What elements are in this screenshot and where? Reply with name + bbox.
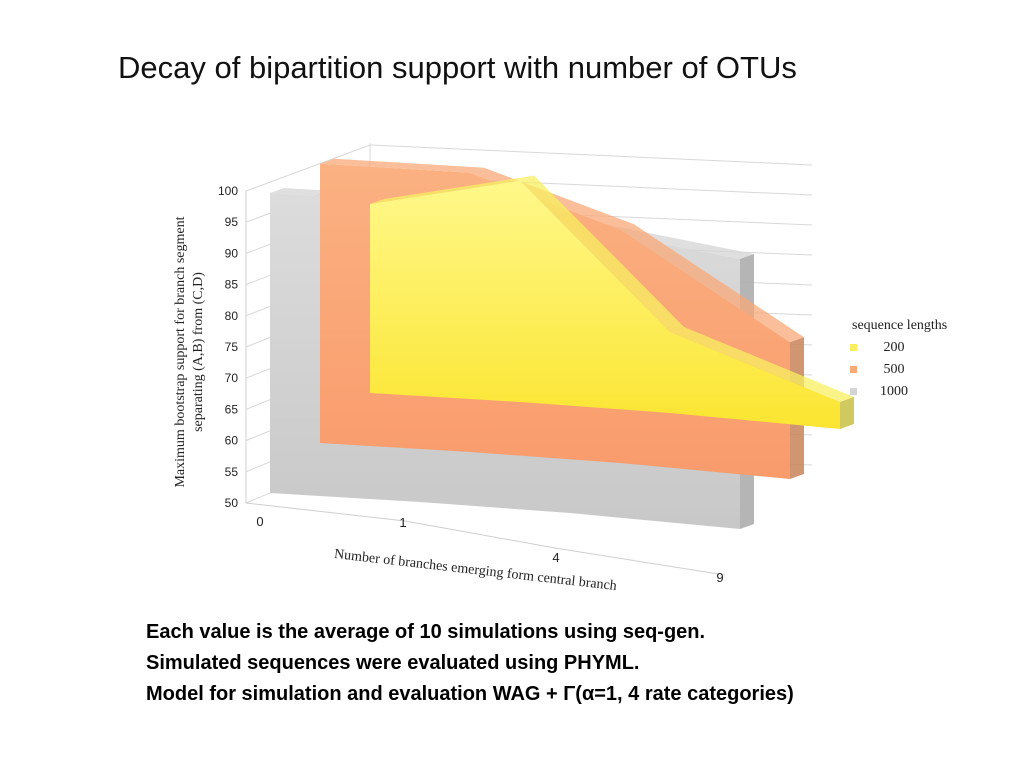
floor-front-edge: [245, 502, 726, 576]
x-tick-label: 4: [552, 550, 559, 565]
legend-swatch-200: [850, 344, 857, 351]
legend-swatch-500: [850, 366, 857, 373]
y-tick-label: 70: [225, 371, 239, 385]
footnote-line-1: Each value is the average of 10 simulati…: [146, 621, 706, 643]
series-side-face: [840, 397, 854, 429]
series-top-face: [620, 224, 804, 343]
series-top-face: [670, 327, 854, 402]
y-tick-label: 85: [225, 278, 239, 292]
y-tick-label: 80: [225, 309, 239, 323]
y-tick-label: 100: [218, 184, 238, 198]
legend-swatch-1000: [850, 388, 857, 395]
footnote-line-3: Model for simulation and evaluation WAG …: [146, 683, 794, 705]
series-top-face: [520, 175, 684, 332]
series-front-face: [370, 180, 840, 429]
legend-label-200: 200: [884, 340, 905, 355]
x-tick-label: 9: [716, 570, 723, 585]
series-top-face: [320, 158, 484, 173]
x-axis-label: Number of branches emerging form central…: [333, 547, 617, 594]
y-tick-label: 55: [225, 465, 239, 479]
y-tick-label: 65: [225, 402, 239, 416]
series-200: [370, 175, 854, 429]
y-tick-label: 90: [225, 246, 239, 260]
y-tick-label: 75: [225, 340, 239, 354]
legend-label-1000: 1000: [880, 384, 908, 399]
y-axis-label-line: Maximum bootstrap support for branch seg…: [173, 216, 188, 487]
legend: sequence lengths 200 500 1000: [850, 318, 947, 399]
y-tick-label: 95: [225, 215, 239, 229]
x-tick-label: 0: [256, 514, 263, 529]
y-axis-label-line: separating (A,B) from (C,D): [191, 272, 206, 432]
footnote-line-2: Simulated sequences were evaluated using…: [146, 652, 640, 674]
series-layer: [270, 158, 854, 529]
footnotes: Each value is the average of 10 simulati…: [146, 617, 794, 710]
x-tick-label: 1: [399, 515, 406, 530]
series-top-face: [370, 175, 534, 204]
y-tick-label: 60: [225, 434, 239, 448]
legend-title: sequence lengths: [852, 318, 947, 333]
slide-title: Decay of bipartition support with number…: [118, 50, 797, 85]
y-tick-label: 50: [225, 496, 239, 510]
legend-label-500: 500: [884, 362, 905, 377]
